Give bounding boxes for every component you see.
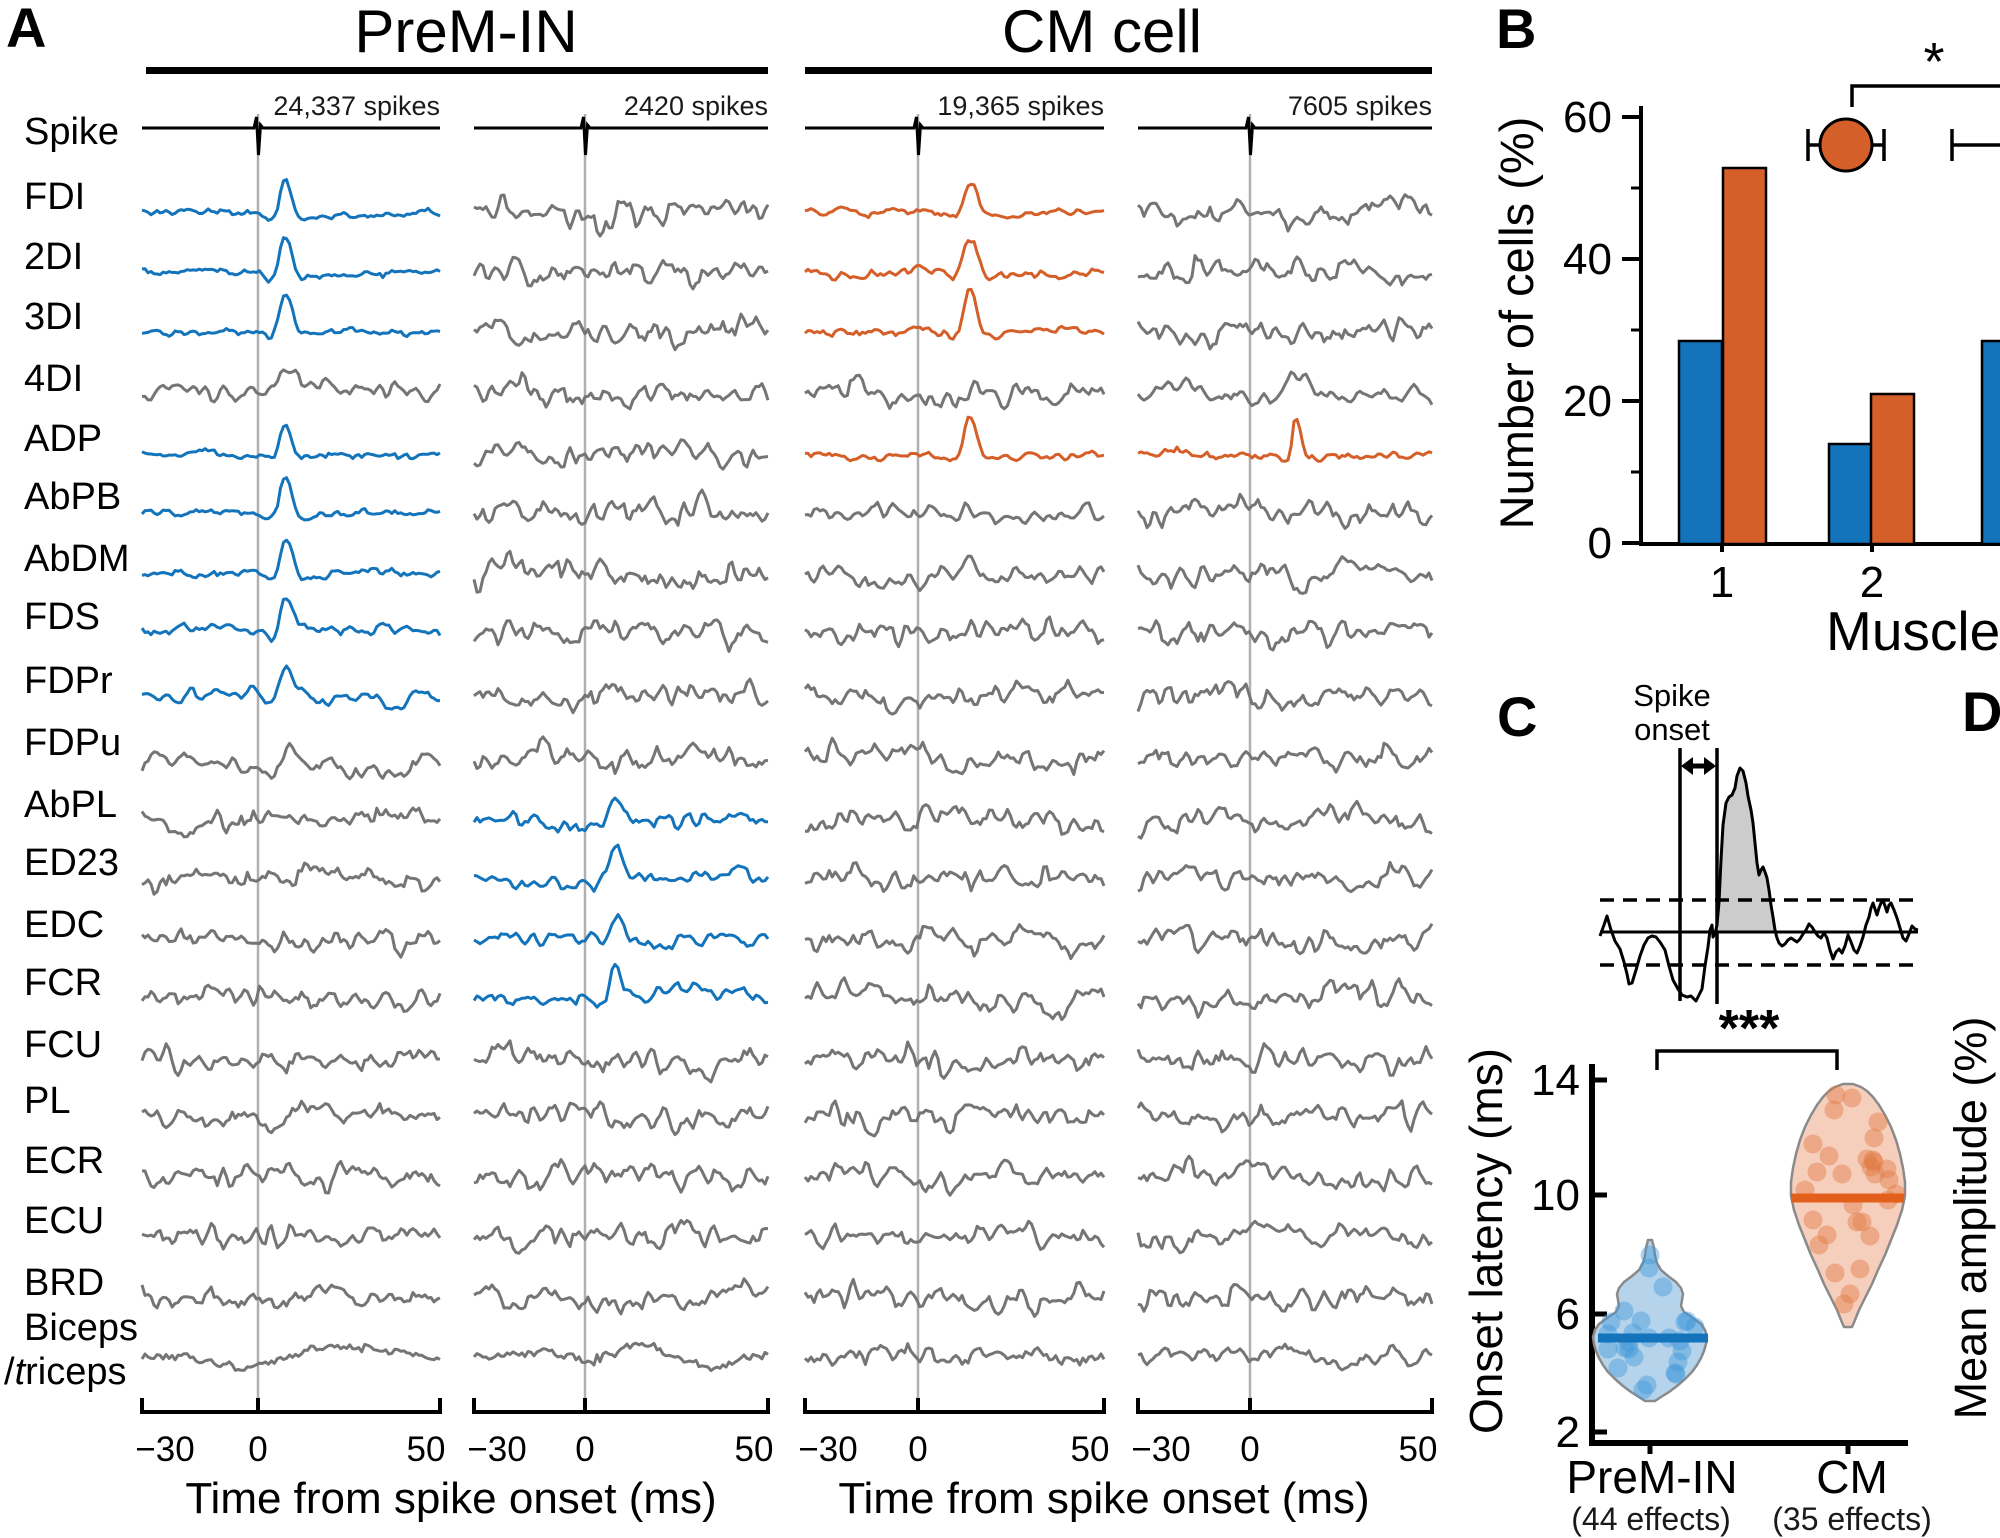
svg-text:24,337 spikes: 24,337 spikes	[273, 91, 440, 121]
svg-text:−30: −30	[467, 1430, 526, 1469]
svg-text:2420 spikes: 2420 spikes	[624, 91, 768, 121]
svg-text:FCR: FCR	[24, 962, 102, 1004]
svg-text:Time from spike onset (ms): Time from spike onset (ms)	[185, 1474, 716, 1523]
svg-text:Onset latency (ms): Onset latency (ms)	[1460, 1048, 1512, 1434]
svg-text:50: 50	[1071, 1430, 1110, 1469]
svg-text:CM cell: CM cell	[1002, 0, 1202, 65]
svg-text:onset: onset	[1634, 712, 1710, 747]
svg-text:ECR: ECR	[24, 1140, 104, 1182]
svg-text:2: 2	[1860, 558, 1884, 607]
svg-text:FDPu: FDPu	[24, 722, 121, 764]
svg-text:/triceps: /triceps	[4, 1351, 127, 1393]
svg-text:20: 20	[1563, 377, 1612, 426]
svg-text:AbPL: AbPL	[24, 784, 117, 826]
svg-text:*: *	[1923, 32, 1944, 92]
svg-text:ADP: ADP	[24, 418, 102, 460]
svg-text:19,365 spikes: 19,365 spikes	[937, 91, 1104, 121]
svg-text:ED23: ED23	[24, 842, 119, 884]
svg-text:0: 0	[575, 1430, 594, 1469]
svg-text:60: 60	[1563, 93, 1612, 142]
svg-text:−30: −30	[798, 1430, 857, 1469]
svg-text:2: 2	[1556, 1408, 1580, 1457]
svg-text:D: D	[1962, 680, 2000, 743]
svg-text:(44 effects): (44 effects)	[1571, 1501, 1730, 1537]
svg-text:FDPr: FDPr	[24, 660, 113, 702]
svg-text:0: 0	[1588, 519, 1612, 568]
svg-text:Muscle: Muscle	[1826, 600, 2000, 662]
svg-text:Biceps: Biceps	[24, 1307, 138, 1349]
svg-text:50: 50	[1399, 1430, 1438, 1469]
svg-text:Spike: Spike	[1633, 678, 1711, 713]
svg-text:AbPB: AbPB	[24, 476, 121, 518]
svg-text:CM: CM	[1816, 1451, 1888, 1503]
svg-text:50: 50	[407, 1430, 446, 1469]
svg-text:0: 0	[248, 1430, 267, 1469]
svg-text:FCU: FCU	[24, 1024, 102, 1066]
svg-text:−30: −30	[1131, 1430, 1190, 1469]
svg-text:40: 40	[1563, 235, 1612, 284]
svg-text:Mean amplitude (%): Mean amplitude (%)	[1945, 1017, 1996, 1420]
svg-text:A: A	[6, 0, 46, 59]
svg-text:***: ***	[1719, 1000, 1780, 1058]
svg-text:2DI: 2DI	[24, 236, 83, 278]
svg-text:PreM-IN: PreM-IN	[354, 0, 577, 65]
svg-text:0: 0	[908, 1430, 927, 1469]
svg-text:−30: −30	[135, 1430, 194, 1469]
svg-text:7605 spikes: 7605 spikes	[1288, 91, 1432, 121]
svg-text:Time from spike onset (ms): Time from spike onset (ms)	[838, 1474, 1369, 1523]
svg-text:Spike: Spike	[24, 111, 119, 153]
svg-text:FDI: FDI	[24, 176, 85, 218]
svg-text:1: 1	[1710, 558, 1734, 607]
svg-text:(35 effects): (35 effects)	[1772, 1501, 1931, 1537]
svg-text:PL: PL	[24, 1080, 70, 1122]
svg-text:EDC: EDC	[24, 904, 104, 946]
svg-text:PreM-IN: PreM-IN	[1566, 1451, 1737, 1503]
svg-text:3DI: 3DI	[24, 296, 83, 338]
svg-text:ECU: ECU	[24, 1200, 104, 1242]
svg-text:AbDM: AbDM	[24, 538, 130, 580]
svg-text:6: 6	[1556, 1290, 1580, 1339]
svg-text:Number of cells (%): Number of cells (%)	[1490, 117, 1543, 530]
svg-text:C: C	[1497, 685, 1537, 748]
svg-text:FDS: FDS	[24, 596, 100, 638]
svg-text:50: 50	[735, 1430, 774, 1469]
svg-text:BRD: BRD	[24, 1262, 104, 1304]
svg-text:0: 0	[1240, 1430, 1259, 1469]
svg-text:B: B	[1496, 0, 1536, 60]
svg-text:10: 10	[1531, 1171, 1580, 1220]
svg-text:4DI: 4DI	[24, 358, 83, 400]
svg-text:14: 14	[1531, 1056, 1580, 1105]
